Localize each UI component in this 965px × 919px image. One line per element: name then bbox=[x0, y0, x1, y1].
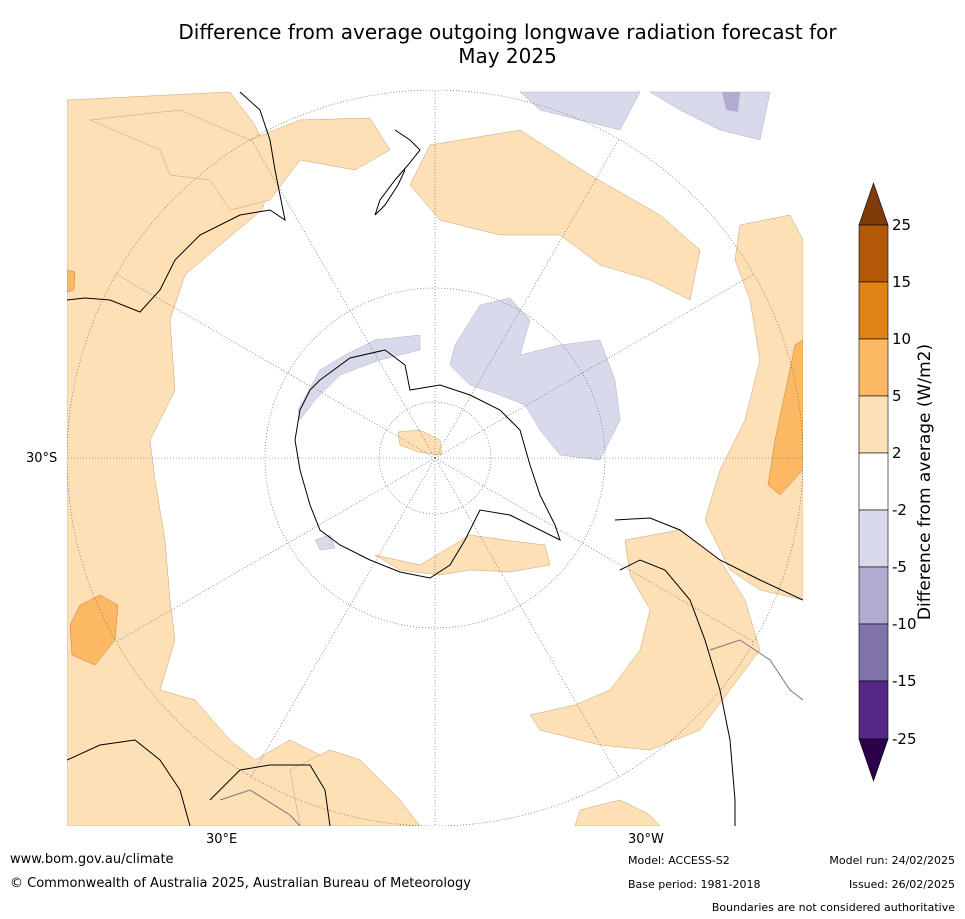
colorbar-segment-10-15 bbox=[858, 281, 889, 340]
colorbar-over-arrow bbox=[858, 182, 889, 226]
positive-anomaly-regions bbox=[67, 91, 803, 826]
strong-positive-anomalies bbox=[67, 269, 803, 666]
colorbar-segment-5-10 bbox=[858, 338, 889, 397]
title-line-2: May 2025 bbox=[458, 44, 557, 68]
footer-model-run: Model run: 24/02/2025 bbox=[829, 854, 955, 867]
colorbar-tick-10: 10 bbox=[892, 330, 912, 348]
colorbar-label: Difference from average (W/m2) bbox=[915, 343, 935, 621]
antarctica-coast bbox=[294, 349, 561, 579]
colorbar-segment-m10-m15 bbox=[858, 623, 889, 682]
colorbar-segment-neutral bbox=[858, 452, 889, 511]
lon-label-30w: 30°W bbox=[628, 832, 664, 847]
colorbar-tick-minus-5: -5 bbox=[892, 558, 907, 576]
colorbar-under-arrow bbox=[858, 738, 889, 782]
colorbar-tick-15: 15 bbox=[892, 273, 912, 291]
lat-label-30s: 30°S bbox=[26, 451, 58, 466]
colorbar-tick-minus-25: -25 bbox=[892, 730, 917, 748]
colorbar-segment-2-5 bbox=[858, 395, 889, 454]
title-line-1: Difference from average outgoing longwav… bbox=[178, 20, 837, 44]
footer-copyright: © Commonwealth of Australia 2025, Austra… bbox=[10, 876, 471, 891]
footer-disclaimer: Boundaries are not considered authoritat… bbox=[711, 901, 955, 914]
negative-anomaly-regions bbox=[297, 91, 771, 551]
map-title: Difference from average outgoing longwav… bbox=[130, 20, 885, 68]
south-america-coast bbox=[614, 517, 803, 826]
colorbar-segment-m2-m5 bbox=[858, 509, 889, 568]
colorbar-tick-minus-10: -10 bbox=[892, 615, 917, 633]
footer-base-period: Base period: 1981-2018 bbox=[628, 878, 761, 891]
colorbar-tick-minus-15: -15 bbox=[892, 672, 917, 690]
country-borders bbox=[219, 639, 803, 826]
footer-url: www.bom.gov.au/climate bbox=[10, 852, 174, 867]
africa-coast bbox=[67, 739, 331, 826]
colorbar-tick-25: 25 bbox=[892, 216, 912, 234]
colorbar-segment-m5-m10 bbox=[858, 566, 889, 625]
colorbar-tick-5: 5 bbox=[892, 387, 902, 405]
coastlines bbox=[67, 91, 803, 826]
moderate-negative-anomaly bbox=[722, 92, 740, 112]
colorbar-segment-15-25 bbox=[858, 224, 889, 283]
colorbar-tick-minus-2: -2 bbox=[892, 501, 907, 519]
graticule bbox=[67, 90, 803, 826]
lon-label-30e: 30°E bbox=[206, 832, 238, 847]
footer-issued: Issued: 26/02/2025 bbox=[848, 878, 955, 891]
colorbar-tick-2: 2 bbox=[892, 444, 902, 462]
australia-coast bbox=[67, 91, 286, 313]
colorbar-segment-m15-m25 bbox=[858, 680, 889, 740]
footer-model: Model: ACCESS-S2 bbox=[628, 854, 730, 867]
new-zealand-coast bbox=[374, 129, 421, 216]
